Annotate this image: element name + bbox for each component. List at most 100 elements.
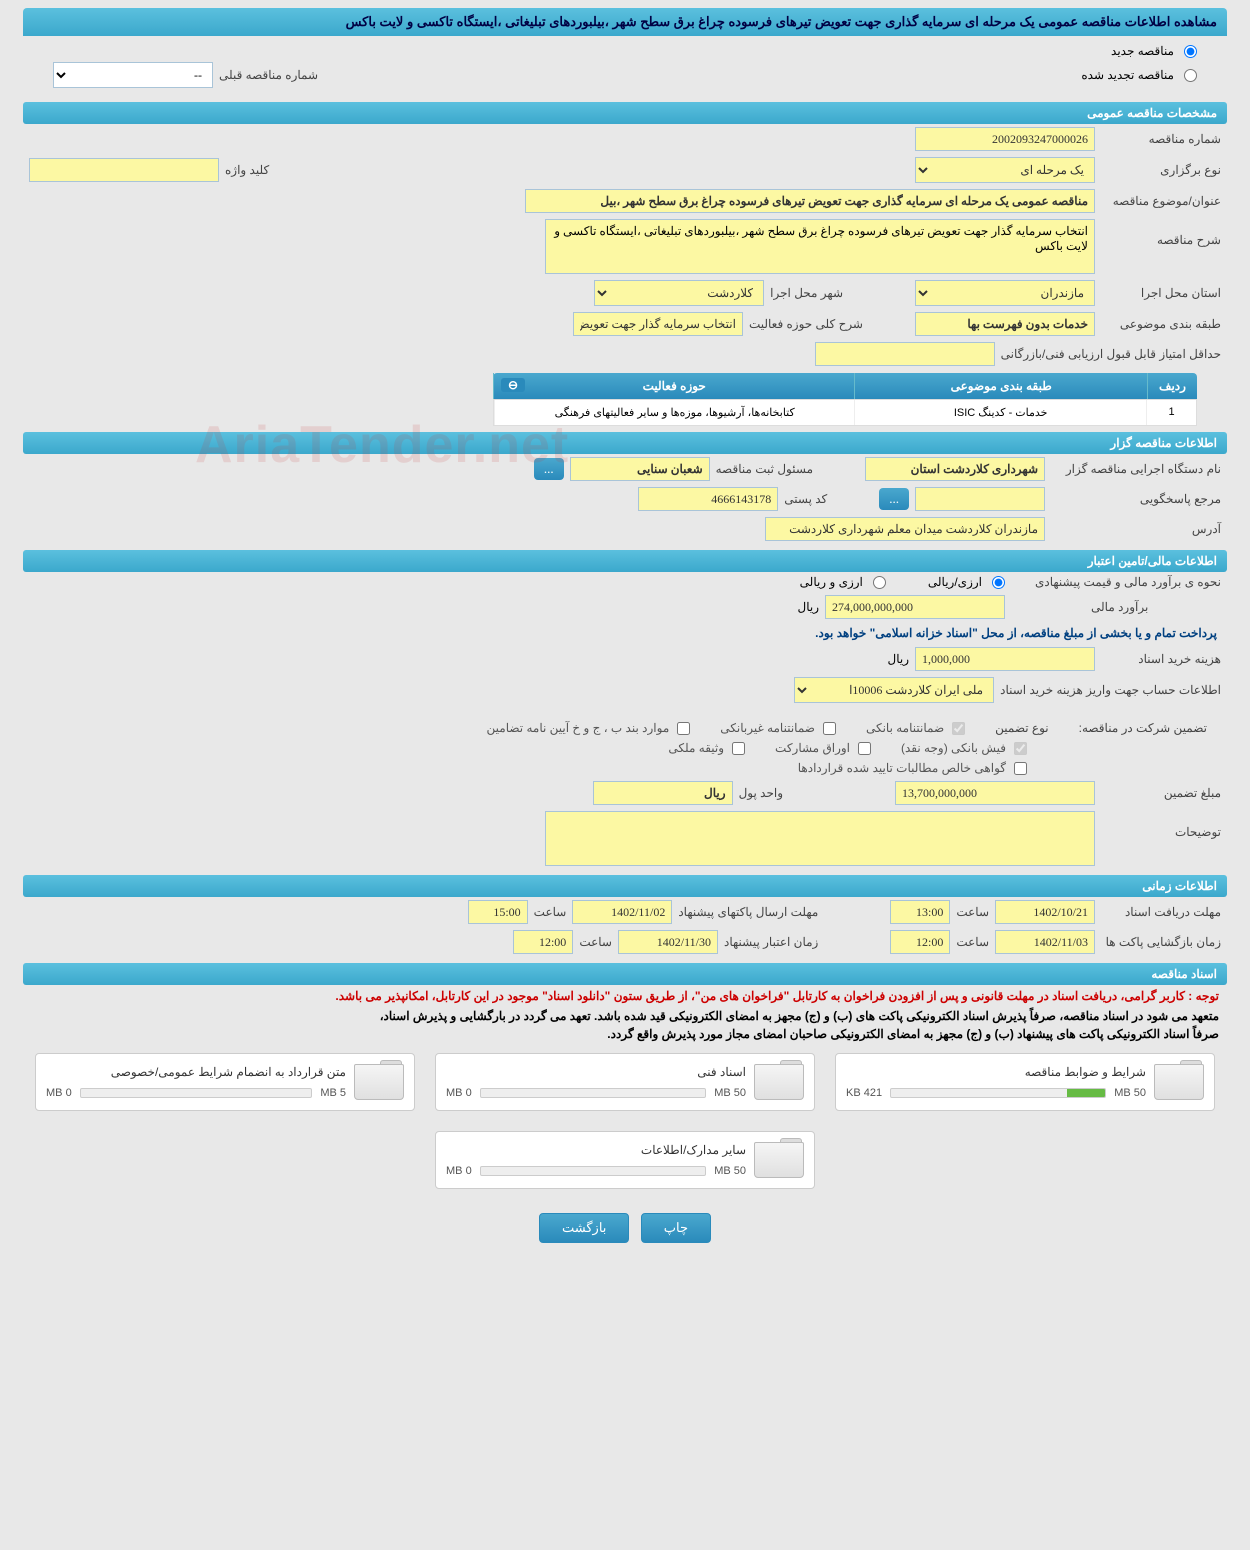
label-type: نوع برگزاری bbox=[1101, 163, 1221, 177]
select-city[interactable]: کلاردشت bbox=[594, 280, 764, 306]
input-validity-date[interactable] bbox=[618, 930, 718, 954]
input-activity-scope[interactable] bbox=[573, 312, 743, 336]
input-tender-number[interactable] bbox=[915, 127, 1095, 151]
folder-icon bbox=[756, 1142, 804, 1178]
radio-both[interactable] bbox=[873, 576, 886, 589]
textarea-description[interactable] bbox=[545, 219, 1095, 274]
doc-max: 50 MB bbox=[1114, 1087, 1146, 1099]
label-currency2: ریال bbox=[887, 652, 909, 666]
input-keyword[interactable] bbox=[29, 158, 219, 182]
label-registrar: مسئول ثبت مناقصه bbox=[716, 462, 813, 476]
input-org[interactable] bbox=[865, 457, 1045, 481]
doc-card[interactable]: اسناد فنی 50 MB 0 MB bbox=[435, 1053, 815, 1111]
select-province[interactable]: مازندران bbox=[915, 280, 1095, 306]
documents-grid: شرایط و ضوابط مناقصه 50 MB 421 KB اسناد … bbox=[23, 1043, 1227, 1199]
collapse-icon[interactable]: ⊖ bbox=[501, 378, 525, 392]
chk-non-bank[interactable] bbox=[823, 722, 836, 735]
chk-bank-guarantee[interactable] bbox=[952, 722, 965, 735]
label-notes: توضیحات bbox=[1101, 811, 1221, 839]
input-postal[interactable] bbox=[638, 487, 778, 511]
select-prev-number[interactable]: -- bbox=[53, 62, 213, 88]
label-guarantee: تضمین شرکت در مناقصه: bbox=[1079, 721, 1207, 735]
input-guarantee-amount[interactable] bbox=[895, 781, 1095, 805]
input-opening-date[interactable] bbox=[995, 930, 1095, 954]
doc-title: سایر مدارک/اطلاعات bbox=[446, 1143, 746, 1157]
chk-bonds[interactable] bbox=[858, 742, 871, 755]
notice-red: توجه : کاربر گرامی، دریافت اسناد در مهلت… bbox=[23, 985, 1227, 1007]
label-estimate-method: نحوه ی برآورد مالی و قیمت پیشنهادی bbox=[1011, 575, 1221, 589]
input-address[interactable] bbox=[765, 517, 1045, 541]
label-new-tender: مناقصه جدید bbox=[1111, 44, 1174, 58]
label-province: استان محل اجرا bbox=[1101, 286, 1221, 300]
select-type[interactable]: یک مرحله ای bbox=[915, 157, 1095, 183]
doc-title: اسناد فنی bbox=[446, 1065, 746, 1079]
label-account: اطلاعات حساب جهت واریز هزینه خرید اسناد bbox=[1000, 683, 1221, 697]
print-button[interactable]: چاپ bbox=[641, 1213, 711, 1243]
radio-renewed-tender[interactable] bbox=[1184, 69, 1197, 82]
col-num-header: ردیف bbox=[1147, 373, 1197, 399]
label-time1: ساعت bbox=[956, 905, 989, 919]
more-button[interactable]: ... bbox=[534, 458, 564, 480]
input-proposal-deadline-time[interactable] bbox=[468, 900, 528, 924]
input-registrar[interactable] bbox=[570, 457, 710, 481]
col-act-header: حوزه فعالیت ⊖ bbox=[493, 373, 854, 399]
input-opening-time[interactable] bbox=[890, 930, 950, 954]
doc-card[interactable]: سایر مدارک/اطلاعات 50 MB 0 MB bbox=[435, 1131, 815, 1189]
input-doc-deadline-date[interactable] bbox=[995, 900, 1095, 924]
doc-title: شرایط و ضوابط مناقصه bbox=[846, 1065, 1146, 1079]
doc-max: 50 MB bbox=[714, 1165, 746, 1177]
textarea-notes[interactable] bbox=[545, 811, 1095, 866]
doc-used: 421 KB bbox=[846, 1087, 882, 1099]
label-guarantee-type: نوع تضمین bbox=[995, 721, 1048, 735]
input-validity-time[interactable] bbox=[513, 930, 573, 954]
notice-bold1: متعهد می شود در اسناد مناقصه، صرفاً پذیر… bbox=[23, 1007, 1227, 1025]
label-city: شهر محل اجرا bbox=[770, 286, 843, 300]
label-doc-fee: هزینه خرید اسناد bbox=[1101, 652, 1221, 666]
chk-regulation[interactable] bbox=[677, 722, 690, 735]
doc-used: 0 MB bbox=[46, 1087, 72, 1099]
progress-bar bbox=[80, 1088, 313, 1098]
label-address: آدرس bbox=[1051, 522, 1221, 536]
input-category[interactable] bbox=[915, 312, 1095, 336]
label-contact: مرجع پاسخگویی bbox=[1051, 492, 1221, 506]
input-min-score[interactable] bbox=[815, 342, 995, 366]
input-subject[interactable] bbox=[525, 189, 1095, 213]
doc-card[interactable]: شرایط و ضوابط مناقصه 50 MB 421 KB bbox=[835, 1053, 1215, 1111]
section-timing: اطلاعات زمانی bbox=[23, 875, 1227, 897]
col-cat-header: طبقه بندی موضوعی bbox=[854, 373, 1147, 399]
contact-more-button[interactable]: ... bbox=[879, 488, 909, 510]
label-validity: زمان اعتبار پیشنهاد bbox=[724, 935, 818, 949]
label-postal: کد پستی bbox=[784, 492, 827, 506]
label-keyword: کلید واژه bbox=[225, 163, 269, 177]
cell-num: 1 bbox=[1146, 400, 1196, 425]
input-proposal-deadline-date[interactable] bbox=[572, 900, 672, 924]
doc-card[interactable]: متن قرارداد به انضمام شرایط عمومی/خصوصی … bbox=[35, 1053, 415, 1111]
label-subject: عنوان/موضوع مناقصه bbox=[1101, 194, 1221, 208]
doc-used: 0 MB bbox=[446, 1165, 472, 1177]
input-doc-deadline-time[interactable] bbox=[890, 900, 950, 924]
label-description: شرح مناقصه bbox=[1101, 219, 1221, 247]
radio-new-tender[interactable] bbox=[1184, 45, 1197, 58]
label-prev-number: شماره مناقصه قبلی bbox=[219, 68, 318, 82]
input-doc-fee[interactable] bbox=[915, 647, 1095, 671]
chk-receivables[interactable] bbox=[1014, 762, 1027, 775]
input-estimate[interactable] bbox=[825, 595, 1005, 619]
label-guarantee-amount: مبلغ تضمین bbox=[1101, 786, 1221, 800]
back-button[interactable]: بازگشت bbox=[539, 1213, 629, 1243]
label-time2: ساعت bbox=[534, 905, 567, 919]
label-tender-number: شماره مناقصه bbox=[1101, 132, 1221, 146]
input-unit[interactable] bbox=[593, 781, 733, 805]
label-proposal-deadline: مهلت ارسال پاکتهای پیشنهاد bbox=[678, 905, 818, 919]
doc-title: متن قرارداد به انضمام شرایط عمومی/خصوصی bbox=[46, 1065, 346, 1079]
folder-icon bbox=[356, 1064, 404, 1100]
doc-used: 0 MB bbox=[446, 1087, 472, 1099]
select-account[interactable]: ملی ایران کلاردشت 10006ا bbox=[794, 677, 994, 703]
radio-rial[interactable] bbox=[992, 576, 1005, 589]
chk-cash[interactable] bbox=[1014, 742, 1027, 755]
chk-property[interactable] bbox=[732, 742, 745, 755]
section-documents: اسناد مناقصه bbox=[23, 963, 1227, 985]
input-contact[interactable] bbox=[915, 487, 1045, 511]
label-category: طبقه بندی موضوعی bbox=[1101, 317, 1221, 331]
label-renewed-tender: مناقصه تجدید شده bbox=[1081, 68, 1174, 82]
folder-icon bbox=[1156, 1064, 1204, 1100]
